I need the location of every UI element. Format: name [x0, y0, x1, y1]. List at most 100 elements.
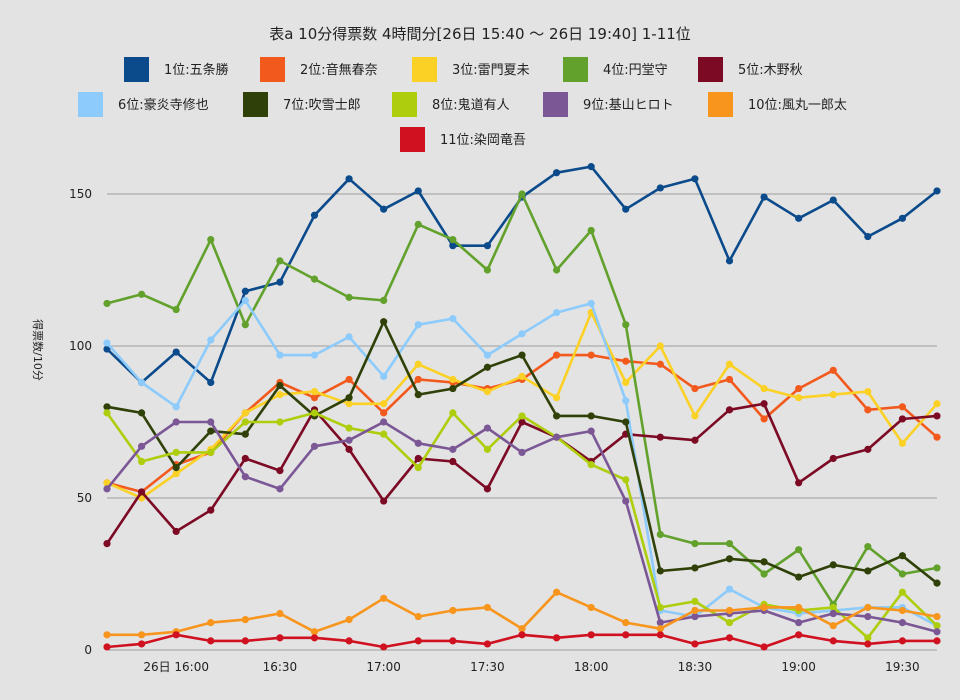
data-point [241, 637, 249, 645]
data-point [898, 214, 907, 222]
series-line [106, 192, 938, 606]
chart-title: 表a 10分得票数 4時間分[26日 15:40 〜 26日 19:40] 1-… [269, 25, 691, 43]
data-point [552, 394, 561, 402]
data-point [207, 378, 215, 387]
data-point [691, 384, 699, 393]
data-point [518, 330, 526, 338]
data-point [207, 427, 215, 435]
legend-swatch [78, 92, 103, 117]
data-point [622, 321, 630, 329]
legend-label: 10位:風丸一郎太 [748, 98, 847, 113]
legend-item: 5位:木野秋 [698, 57, 803, 82]
legend-item: 7位:吹雪士郎 [243, 92, 361, 117]
data-point [345, 616, 353, 624]
series-line [106, 311, 938, 500]
data-point [345, 375, 353, 384]
legend-swatch [392, 92, 417, 117]
data-point [829, 603, 837, 612]
data-point [276, 391, 284, 399]
data-point [622, 619, 630, 627]
data-point [207, 336, 215, 344]
data-point [483, 351, 492, 359]
x-tick-label: 18:30 [678, 660, 713, 674]
legend-label: 9位:基山ヒロト [583, 98, 674, 113]
data-point [725, 606, 734, 615]
data-point [864, 406, 872, 414]
data-point [933, 187, 941, 195]
data-point [725, 375, 734, 384]
data-point [691, 540, 699, 548]
data-point [137, 631, 146, 639]
data-point [552, 308, 561, 317]
data-point [587, 226, 595, 235]
data-point [656, 342, 664, 350]
data-point [587, 351, 595, 359]
series-line [105, 411, 938, 640]
data-point [380, 372, 388, 380]
data-point [691, 175, 699, 183]
data-point [864, 232, 872, 241]
data-point [172, 448, 180, 456]
data-point [518, 190, 526, 198]
data-point [483, 424, 492, 432]
data-point [622, 397, 630, 405]
data-point [483, 388, 492, 396]
data-point [518, 625, 526, 633]
data-point [760, 400, 768, 408]
data-point [414, 187, 422, 195]
data-point [898, 552, 907, 560]
data-point [518, 351, 526, 359]
data-point [760, 603, 768, 612]
data-point [172, 470, 180, 478]
data-point [103, 485, 111, 493]
data-point [622, 205, 630, 213]
data-point [691, 606, 699, 615]
legend-item: 3位:雷門夏未 [412, 57, 530, 82]
data-point [414, 439, 422, 447]
data-point [241, 296, 249, 304]
data-point [414, 464, 422, 472]
data-point [241, 473, 249, 481]
data-point [898, 637, 907, 645]
data-point [207, 418, 215, 426]
data-point [622, 418, 630, 426]
legend-item: 1位:五条勝 [124, 57, 229, 82]
data-point [414, 220, 422, 228]
data-point [380, 205, 388, 213]
data-point [345, 293, 353, 301]
data-point [933, 622, 941, 630]
data-point [587, 631, 595, 639]
data-point [137, 457, 146, 466]
legend-item: 10位:風丸一郎太 [708, 92, 847, 117]
legend-label: 7位:吹雪士郎 [283, 98, 361, 113]
data-point [137, 409, 146, 417]
data-point [345, 175, 353, 183]
series-7 [103, 318, 941, 587]
data-point [864, 640, 872, 648]
data-point [172, 631, 180, 639]
legend-item: 4位:円堂守 [563, 57, 668, 82]
x-tick-label: 19:30 [885, 660, 920, 674]
data-point [345, 445, 353, 453]
data-point [380, 594, 388, 602]
data-point [933, 564, 941, 572]
data-point [933, 637, 941, 645]
data-point [898, 403, 907, 411]
data-point [310, 409, 319, 417]
series-line [106, 299, 938, 627]
legend-label: 11位:染岡竜吾 [440, 133, 526, 148]
data-point [864, 634, 872, 642]
data-point [587, 427, 595, 435]
data-point [137, 640, 146, 648]
series-11 [103, 631, 941, 651]
legend-label: 8位:鬼道有人 [432, 97, 510, 113]
data-point [103, 345, 111, 353]
data-point [656, 567, 664, 575]
data-point [414, 360, 422, 368]
data-point [241, 321, 249, 329]
series-3 [103, 308, 941, 502]
data-point [622, 378, 630, 387]
data-point [310, 351, 319, 359]
y-tick-label: 150 [69, 187, 92, 201]
data-point [414, 454, 422, 463]
